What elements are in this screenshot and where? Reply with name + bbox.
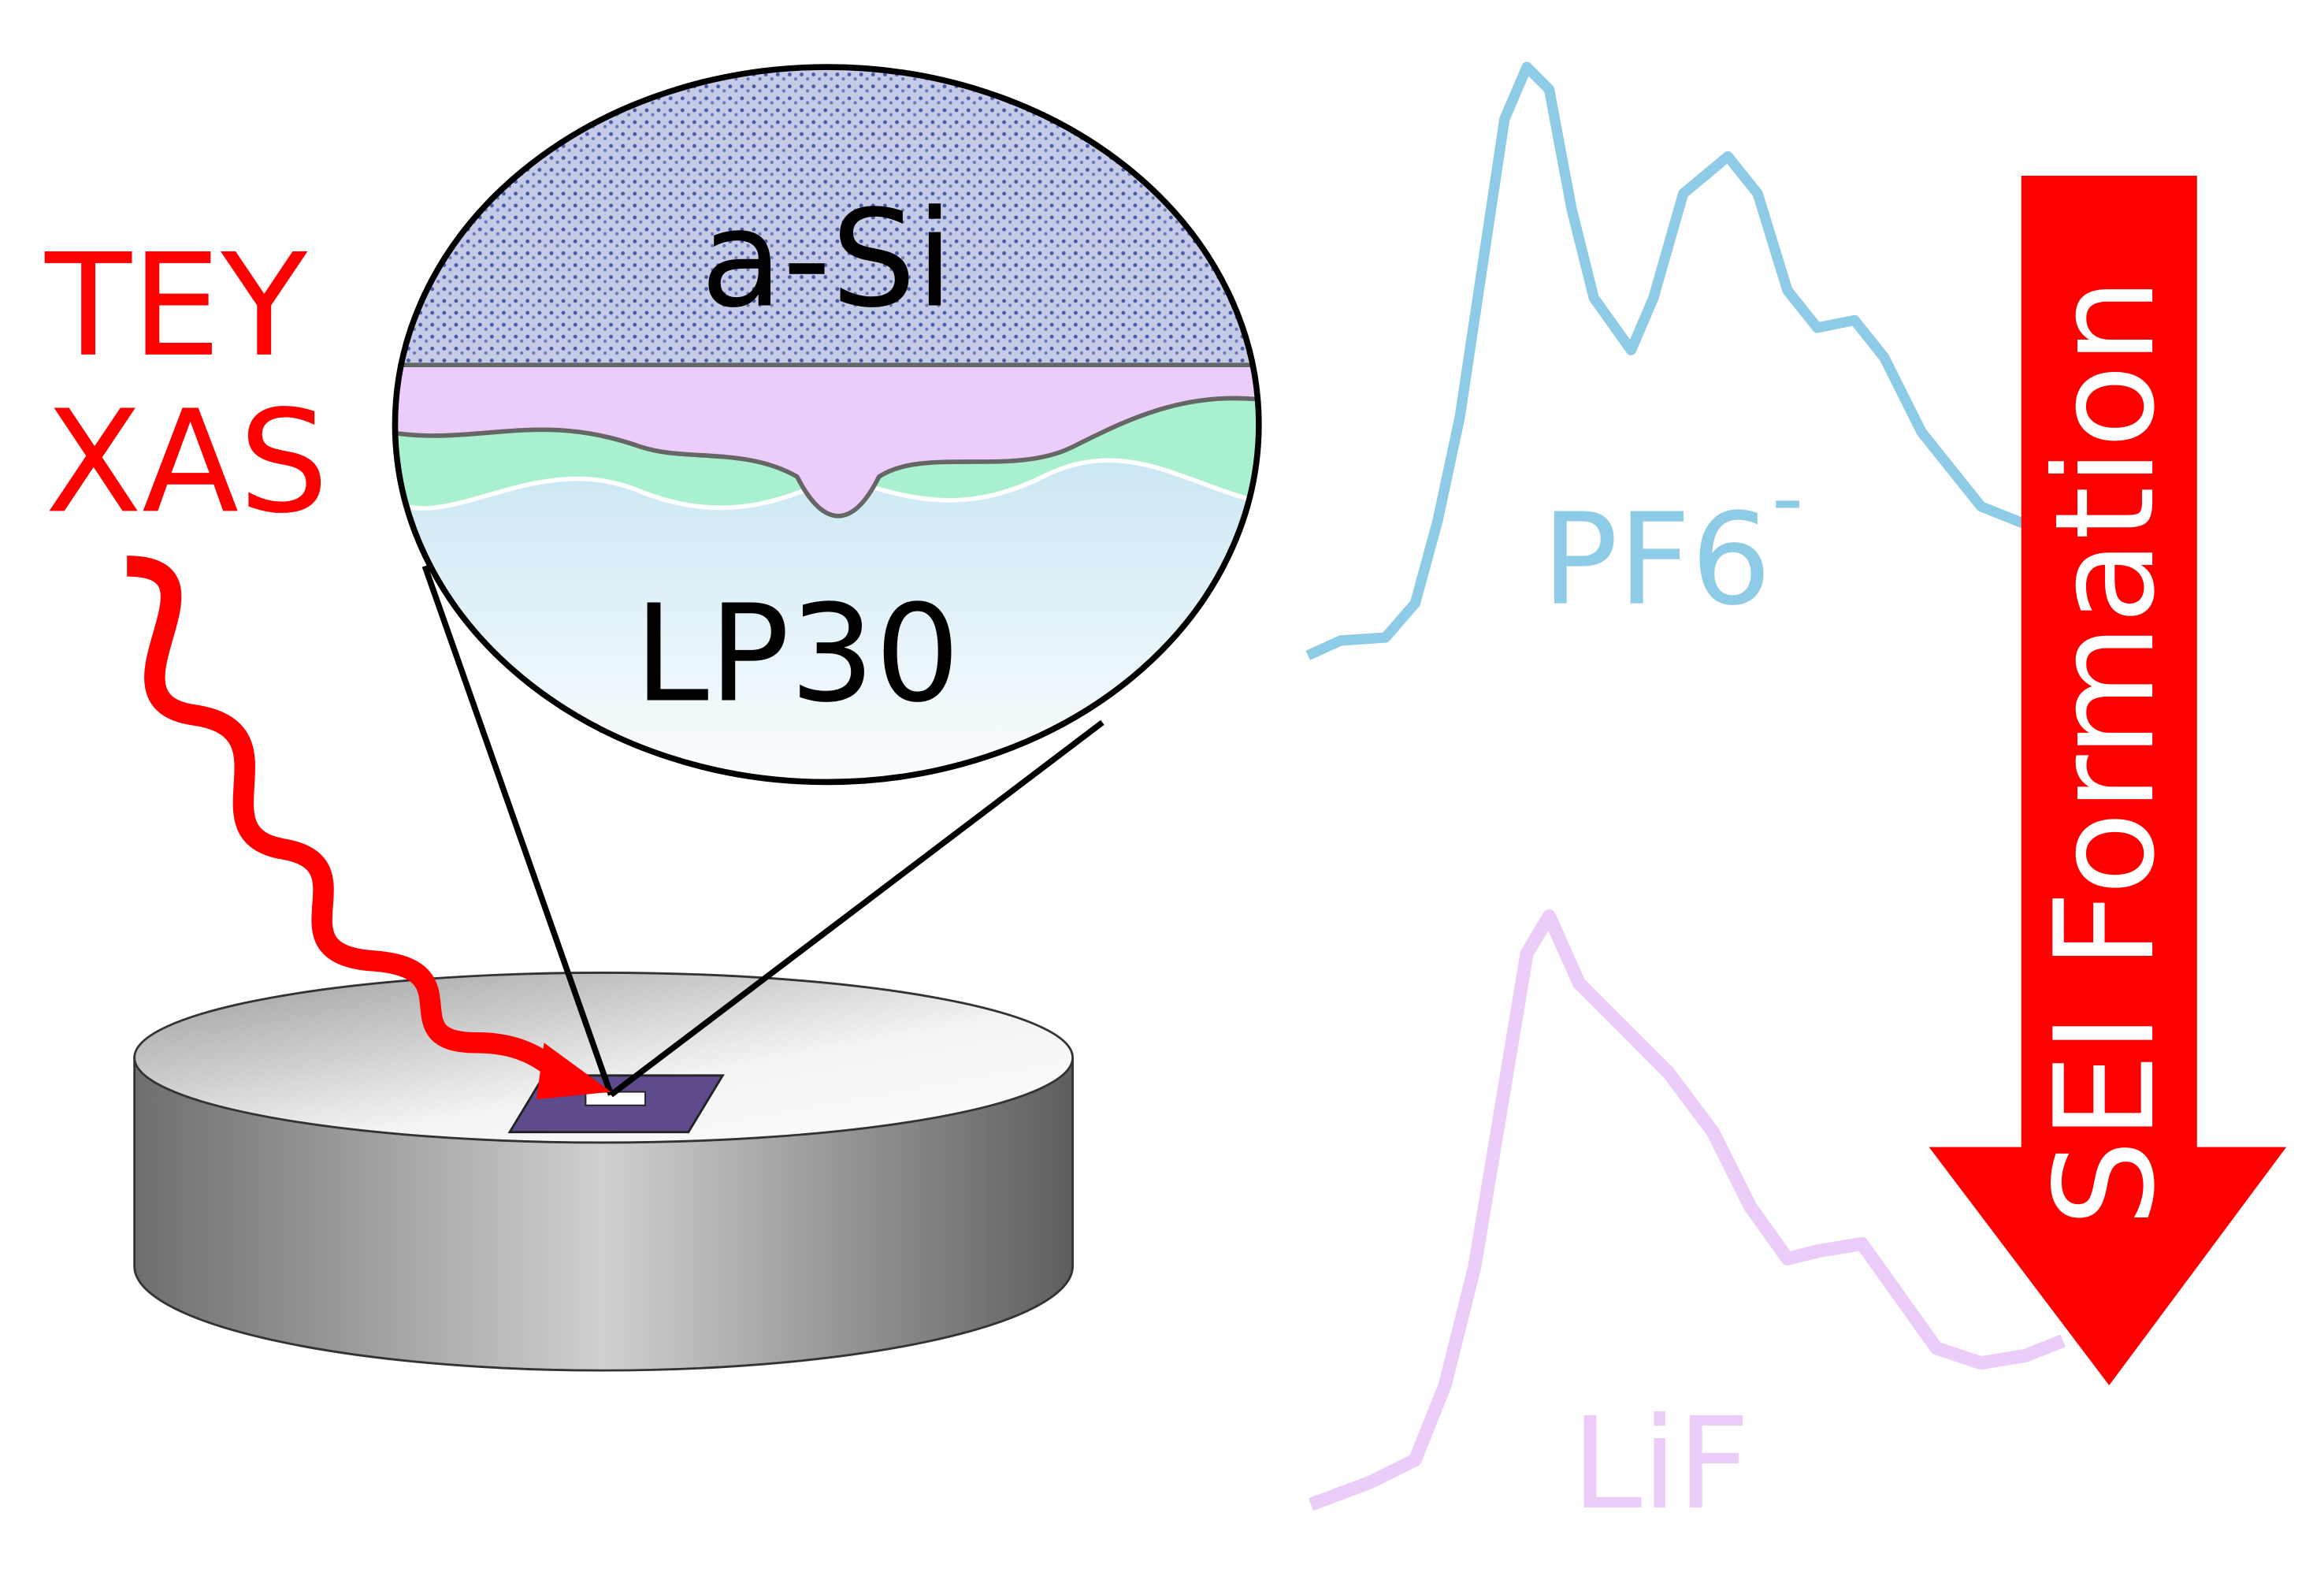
stage-side	[133, 1056, 1074, 1372]
magnifier	[392, 64, 1262, 786]
arrow-label: SEI Formation	[2026, 277, 2185, 1227]
technique-label: XAS	[45, 380, 329, 545]
xray-arrowhead	[536, 1043, 611, 1100]
spectrum-label: PF6-	[1542, 446, 1803, 634]
sei-arrow	[1929, 176, 2287, 1386]
spectrum-line	[1305, 61, 2028, 660]
zoom-line	[421, 565, 614, 1096]
layer-label: LP30	[634, 576, 960, 732]
sei-purple-layer	[395, 362, 1259, 519]
layer-label: a-Si	[700, 182, 953, 338]
spectrum-line	[1309, 909, 2066, 1511]
spectrum-charge: -	[1772, 446, 1804, 550]
technique-label: TEY	[44, 224, 308, 388]
spectrum-name: PF6	[1542, 486, 1772, 634]
zoom-line	[609, 719, 1104, 1098]
xray-wave	[126, 556, 578, 1091]
spectrum-label: LiF	[1572, 1390, 1750, 1537]
stage-top	[133, 971, 1074, 1144]
